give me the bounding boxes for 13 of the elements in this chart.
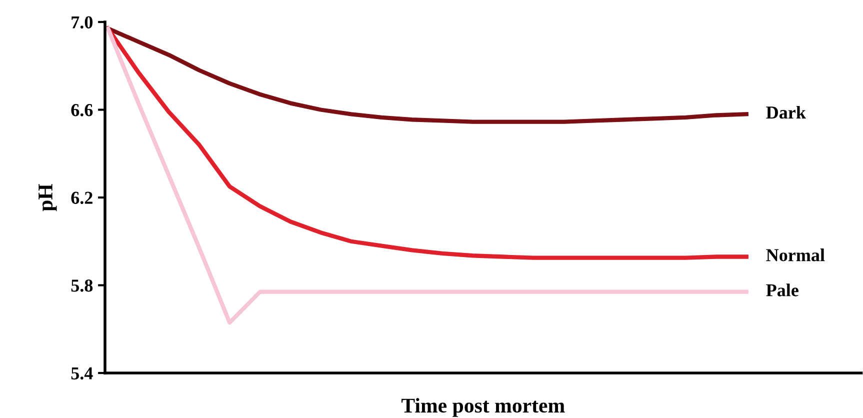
series-label: Normal	[766, 248, 825, 262]
line-series	[106, 26, 748, 124]
y-tick-label: 6.2	[71, 192, 92, 204]
series-label: Dark	[766, 106, 806, 119]
y-tick-label: 5.8	[71, 280, 93, 292]
y-tick-label: 6.6	[71, 104, 93, 116]
y-tick-label: 5.4	[71, 367, 93, 380]
series-label: Pale	[766, 284, 798, 296]
line-series	[106, 26, 748, 325]
y-tick-label: 7.0	[72, 16, 93, 29]
x-axis-title: Time post mortem	[401, 398, 565, 417]
line-series	[106, 26, 748, 260]
y-axis-title: pH	[38, 184, 57, 212]
